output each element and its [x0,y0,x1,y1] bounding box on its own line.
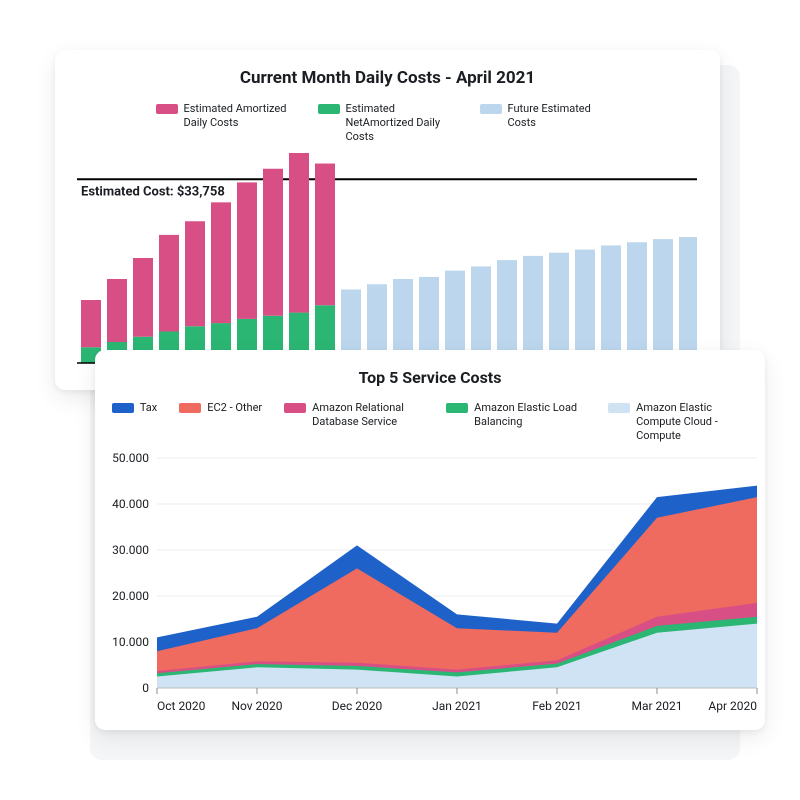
area-chart-title: Top 5 Service Costs [95,368,765,387]
x-axis-label: Jan 2021 [432,699,482,713]
bar-segment [653,239,673,363]
legend-label: Amazon Relational Database Service [312,401,424,429]
legend-item: Amazon Relational Database Service [284,401,424,429]
bar-chart-svg: Estimated Cost: $33,758 [77,153,697,373]
bar-segment [133,258,153,337]
legend-label: Estimated NetAmortized Daily Costs [346,102,458,143]
service-costs-card: Top 5 Service Costs Tax EC2 - Other Amazon… [95,350,765,730]
x-axis-label: Feb 2021 [532,699,582,713]
x-axis-label: Mar 2021 [631,699,682,713]
legend-label: Tax [140,401,157,415]
legend-item: Estimated NetAmortized Daily Costs [318,102,458,143]
bar-segment [497,260,517,363]
bar-segment [627,243,647,364]
x-axis-label: Dec 2020 [332,699,383,713]
x-axis-label: Oct 2020 [157,699,206,713]
area-chart-legend: Tax EC2 - Other Amazon Relational Database… [95,401,765,442]
bar-segment [81,300,101,347]
legend-item: EC2 - Other [179,401,262,415]
bar-segment [523,256,543,363]
y-axis-label: 0 [142,681,149,695]
bar-segment [575,250,595,363]
bar-segment [289,153,309,313]
area-chart-svg: 0 10.000 20.000 30.000 40.000 50.000 Oct 2020 N… [95,452,765,722]
legend-item: Future Estimated Costs [480,102,620,130]
estimated-cost-label: Estimated Cost: $33,758 [81,185,225,200]
bar-segment [315,164,335,306]
bar-chart-title: Current Month Daily Costs - April 2021 [77,68,698,88]
bar-segment [159,235,179,332]
bar-segment [185,222,205,327]
x-axis-label: Nov 2020 [231,699,282,713]
area-chart-body: 0 10.000 20.000 30.000 40.000 50.000 Oct 2020 N… [95,452,765,722]
bar-chart-body: Estimated Cost: $33,758 [77,153,698,373]
legend-swatch [318,104,340,114]
y-axis-label: 30.000 [112,543,149,557]
bar-segment [107,279,127,342]
legend-item: Estimated Amortized Daily Costs [156,102,296,130]
bar-segment [211,203,231,324]
legend-swatch [156,104,178,114]
legend-swatch [480,104,502,114]
bar-segment [549,253,569,363]
legend-swatch [179,403,201,413]
legend-label: Amazon Elastic Compute Cloud - Compute [636,401,748,442]
bar-segment [237,183,257,320]
bar-segment [263,169,283,316]
legend-label: Estimated Amortized Daily Costs [184,102,296,130]
legend-label: Future Estimated Costs [508,102,620,130]
legend-swatch [112,403,134,413]
bar-chart-legend: Estimated Amortized Daily Costs Estimated… [77,102,698,143]
y-axis-label: 50.000 [112,452,149,465]
legend-item: Amazon Elastic Compute Cloud - Compute [608,401,748,442]
legend-swatch [446,403,468,413]
y-axis-label: 10.000 [112,635,149,649]
bar-segment [471,267,491,364]
bar-segment [601,246,621,364]
legend-item: Tax [112,401,157,415]
y-axis-label: 40.000 [112,497,149,511]
legend-label: EC2 - Other [207,401,262,415]
legend-label: Amazon Elastic Load Balancing [474,401,586,429]
legend-swatch [284,403,306,413]
legend-swatch [608,403,630,413]
y-axis-label: 20.000 [112,589,149,603]
bar-segment [679,237,697,363]
x-axis-label: Apr 2020 [708,699,757,713]
daily-costs-card: Current Month Daily Costs - April 2021 E… [55,50,720,390]
legend-item: Amazon Elastic Load Balancing [446,401,586,429]
